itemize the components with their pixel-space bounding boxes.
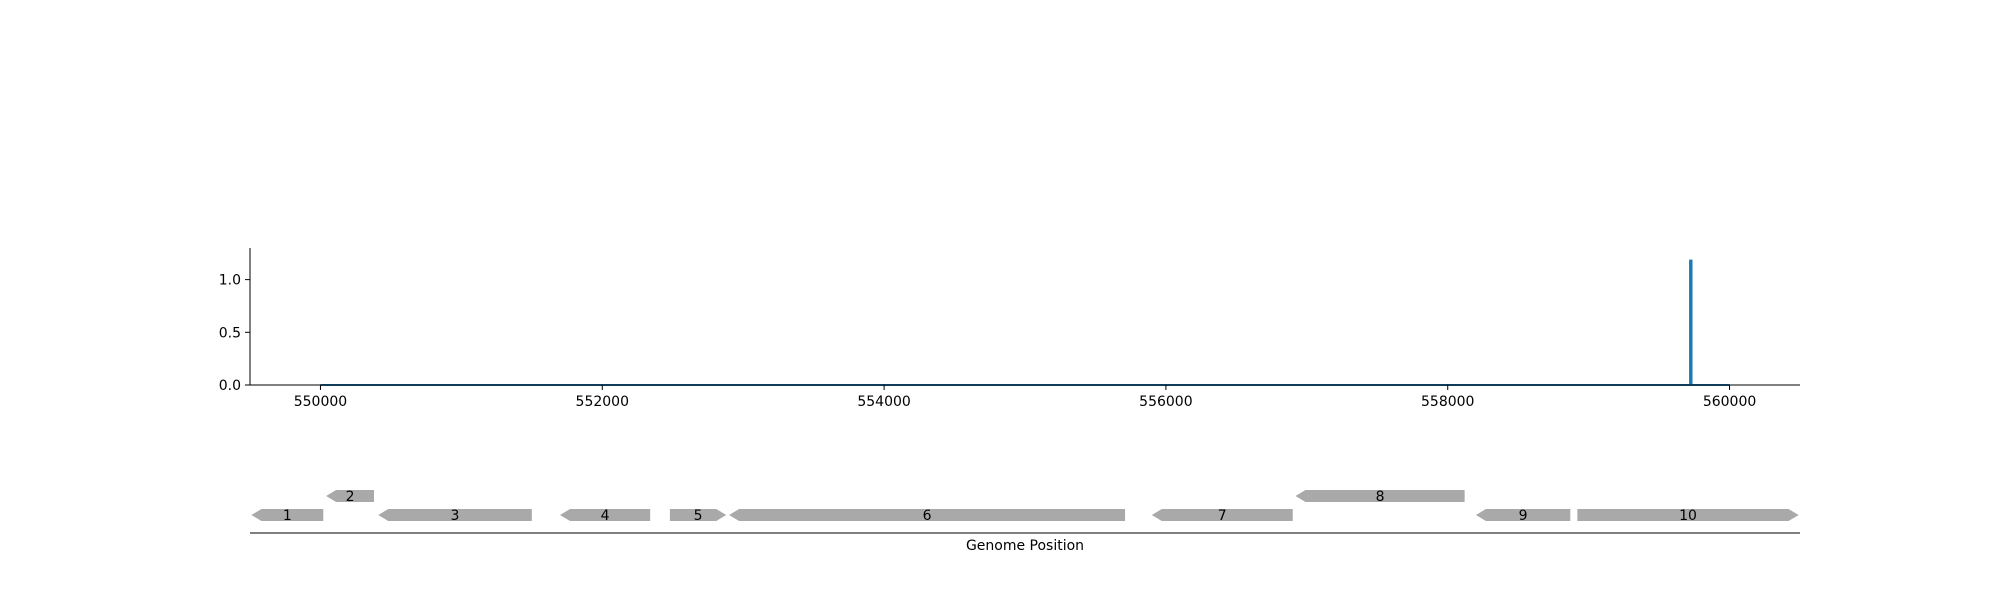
coverage-plot: 550000 552000 554000 556000 558000 560000 0.0…: [219, 248, 1800, 410]
gene-feature-5: [669, 509, 727, 521]
gene-feature-6: [729, 509, 1126, 521]
gene-track-x-label: Genome Position: [966, 538, 1084, 554]
gene-feature-3: [378, 509, 532, 521]
y-tick-label: 0.5: [219, 325, 241, 341]
gene-feature-label: 8: [1376, 489, 1385, 505]
y-tick-label: 1.0: [219, 273, 241, 289]
gene-feature-9: [1475, 509, 1571, 521]
gene-feature-7: [1151, 509, 1293, 521]
gene-feature-label: 2: [346, 489, 355, 505]
gene-feature-label: 3: [451, 508, 460, 524]
gene-feature-8: [1295, 490, 1465, 502]
x-tick-label: 560000: [1703, 394, 1756, 410]
gene-feature-label: 10: [1679, 508, 1697, 524]
x-axis-ticks: 550000 552000 554000 556000 558000 560000: [294, 385, 1756, 410]
x-tick-label: 552000: [576, 394, 629, 410]
gene-feature-4: [560, 509, 651, 521]
gene-feature-label: 9: [1519, 508, 1528, 524]
coverage-line-0: [320, 259, 1730, 386]
gene-feature-label: 5: [694, 508, 703, 524]
x-tick-label: 550000: [294, 394, 347, 410]
x-tick-label: 554000: [857, 394, 910, 410]
x-tick-label: 558000: [1421, 394, 1474, 410]
gene-feature-label: 4: [601, 508, 610, 524]
gene-feature-1: [251, 509, 324, 521]
gene-features: 1 2 3 4 5 6 7 8 9 10: [251, 489, 1799, 524]
coverage-series-group: [320, 259, 1730, 386]
gene-track: 1 2 3 4 5 6 7 8 9 10 Genome Position: [250, 489, 1800, 554]
y-tick-label: 0.0: [219, 378, 241, 394]
gene-feature-label: 7: [1218, 508, 1227, 524]
gene-feature-2: [326, 490, 374, 502]
gene-feature-10: [1577, 509, 1799, 521]
gene-feature-label: 1: [283, 508, 292, 524]
gene-feature-label: 6: [923, 508, 932, 524]
x-tick-label: 556000: [1139, 394, 1192, 410]
y-axis-ticks: 0.0 0.5 1.0: [219, 273, 250, 394]
